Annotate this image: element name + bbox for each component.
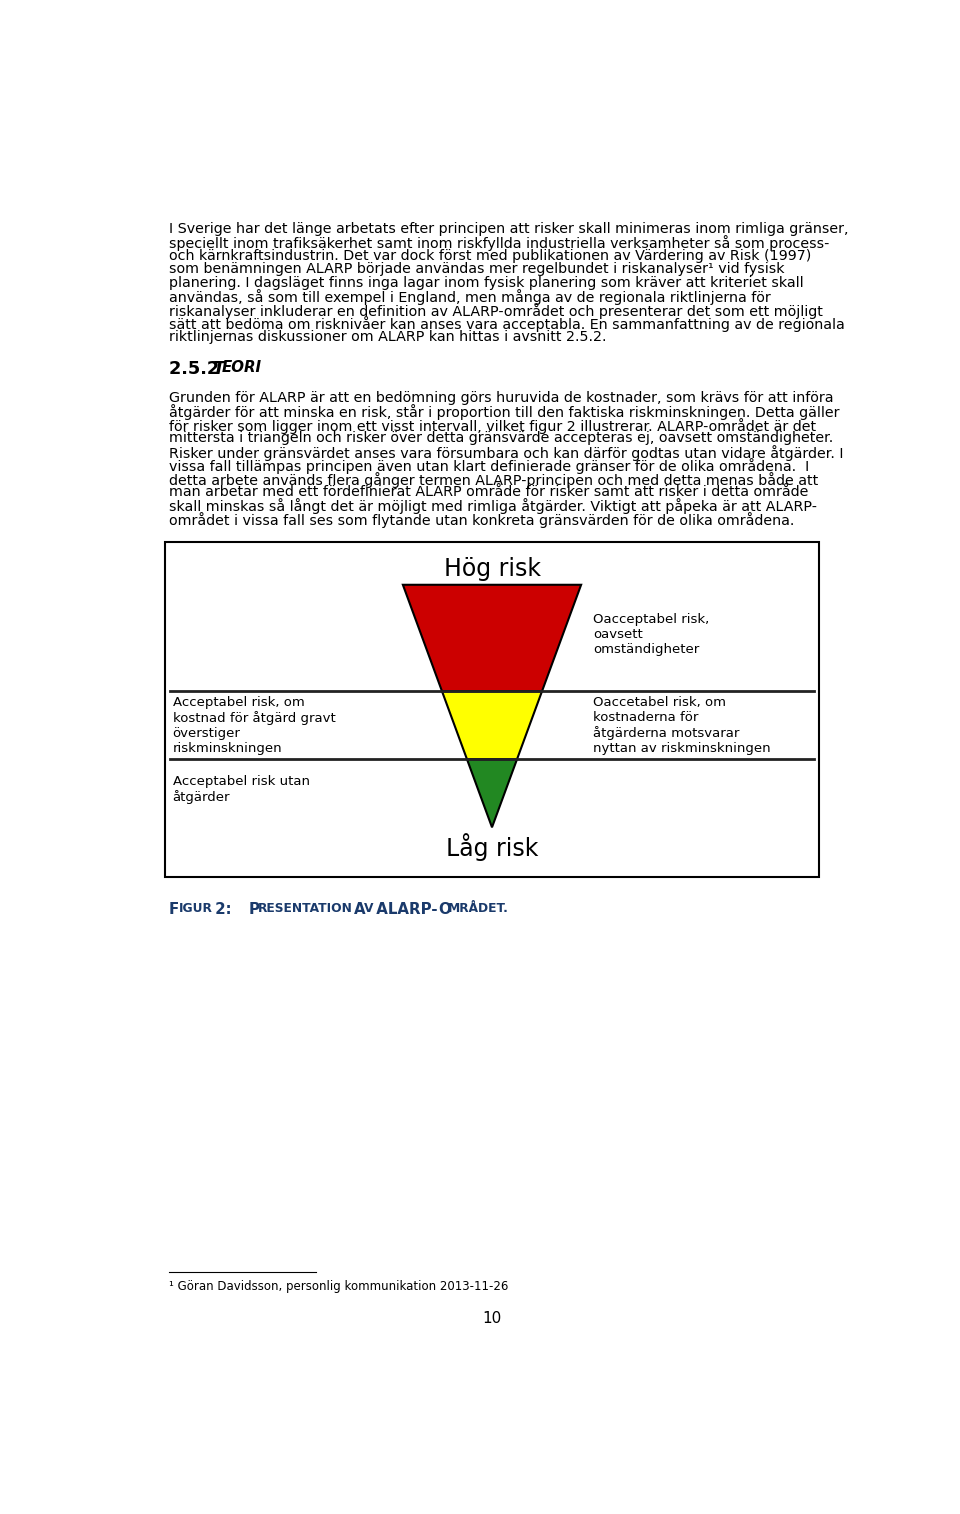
Text: ¹ Göran Davidsson, personlig kommunikation 2013-11-26: ¹ Göran Davidsson, personlig kommunikati… (169, 1281, 508, 1293)
Text: detta arbete används flera gånger termen ALARP-principen och med detta menas båd: detta arbete används flera gånger termen… (169, 471, 818, 488)
Text: mittersta i triangeln och risker över detta gränsvärde accepteras ej, oavsett om: mittersta i triangeln och risker över de… (169, 431, 833, 445)
Text: O: O (439, 902, 451, 917)
Text: riktlinjernas diskussioner om ALARP kan hittas i avsnitt 2.5.2.: riktlinjernas diskussioner om ALARP kan … (169, 330, 607, 344)
Text: V: V (364, 902, 373, 914)
Text: vissa fall tillämpas principen även utan klart definierade gränser för de olika : vissa fall tillämpas principen även utan… (169, 459, 809, 474)
Polygon shape (403, 584, 581, 692)
Text: 2:: 2: (210, 902, 236, 917)
Text: Hög risk: Hög risk (444, 557, 540, 581)
Text: ALARP-: ALARP- (372, 902, 438, 917)
Text: Acceptabel risk, om
kostnad för åtgärd gravt
överstiger
riskminskningen: Acceptabel risk, om kostnad för åtgärd g… (173, 696, 335, 755)
Text: MRÅDET.: MRÅDET. (448, 902, 509, 914)
Text: P: P (249, 902, 259, 917)
Text: speciellt inom trafiksäkerhet samt inom riskfyllda industriella verksamheter så : speciellt inom trafiksäkerhet samt inom … (169, 235, 829, 251)
Text: Acceptabel risk utan
åtgärder: Acceptabel risk utan åtgärder (173, 775, 310, 804)
Text: skall minskas så långt det är möjligt med rimliga åtgärder. Viktigt att påpeka ä: skall minskas så långt det är möjligt me… (169, 498, 817, 515)
Text: som benämningen ALARP började användas mer regelbundet i riskanalyser¹ vid fysis: som benämningen ALARP började användas m… (169, 262, 784, 276)
Text: I Sverige har det länge arbetats efter principen att risker skall minimeras inom: I Sverige har det länge arbetats efter p… (169, 221, 849, 236)
Text: riskanalyser inkluderar en definition av ALARP-området och presenterar det som e: riskanalyser inkluderar en definition av… (169, 303, 823, 318)
Text: för risker som ligger inom ett visst intervall, vilket figur 2 illustrerar. ALAR: för risker som ligger inom ett visst int… (169, 418, 816, 433)
Bar (165, 542, 819, 878)
Text: användas, så som till exempel i England, men många av de regionala riktlinjerna : användas, så som till exempel i England,… (169, 289, 771, 304)
Text: 2.5.2: 2.5.2 (169, 360, 225, 378)
Polygon shape (443, 692, 541, 760)
Text: Risker under gränsvärdet anses vara försumbara och kan därför godtas utan vidare: Risker under gränsvärdet anses vara förs… (169, 445, 843, 460)
Text: området i vissa fall ses som flytande utan konkreta gränsvärden för de olika omr: området i vissa fall ses som flytande ut… (169, 512, 794, 528)
Text: Oacceptabel risk,
oavsett
omständigheter: Oacceptabel risk, oavsett omständigheter (592, 613, 709, 656)
Text: EORI: EORI (222, 360, 262, 375)
Text: A: A (354, 902, 366, 917)
Text: planering. I dagsläget finns inga lagar inom fysisk planering som kräver att kri: planering. I dagsläget finns inga lagar … (169, 276, 804, 289)
Text: och kärnkraftsindustrin. Det var dock först med publikationen av Värdering av Ri: och kärnkraftsindustrin. Det var dock fö… (169, 248, 811, 262)
Text: F: F (169, 902, 180, 917)
Text: Låg risk: Låg risk (445, 834, 539, 861)
Text: Grunden för ALARP är att en bedömning görs huruvida de kostnader, som krävs för : Grunden för ALARP är att en bedömning gö… (169, 391, 833, 404)
Text: Oaccetabel risk, om
kostnaderna för
åtgärderna motsvarar
nyttan av riskminskning: Oaccetabel risk, om kostnaderna för åtgä… (592, 696, 770, 755)
Text: IGUR: IGUR (179, 902, 212, 914)
Text: 10: 10 (482, 1311, 502, 1326)
Polygon shape (468, 760, 516, 827)
Text: sätt att bedöma om risknivåer kan anses vara acceptabla. En sammanfattning av de: sätt att bedöma om risknivåer kan anses … (169, 316, 845, 332)
Text: man arbetar med ett fördefinierat ALARP område för risker samt att risker i dett: man arbetar med ett fördefinierat ALARP … (169, 484, 808, 500)
Text: T: T (212, 360, 225, 378)
Text: RESENTATION: RESENTATION (258, 902, 353, 914)
Text: åtgärder för att minska en risk, står i proportion till den faktiska riskminskni: åtgärder för att minska en risk, står i … (169, 404, 839, 421)
